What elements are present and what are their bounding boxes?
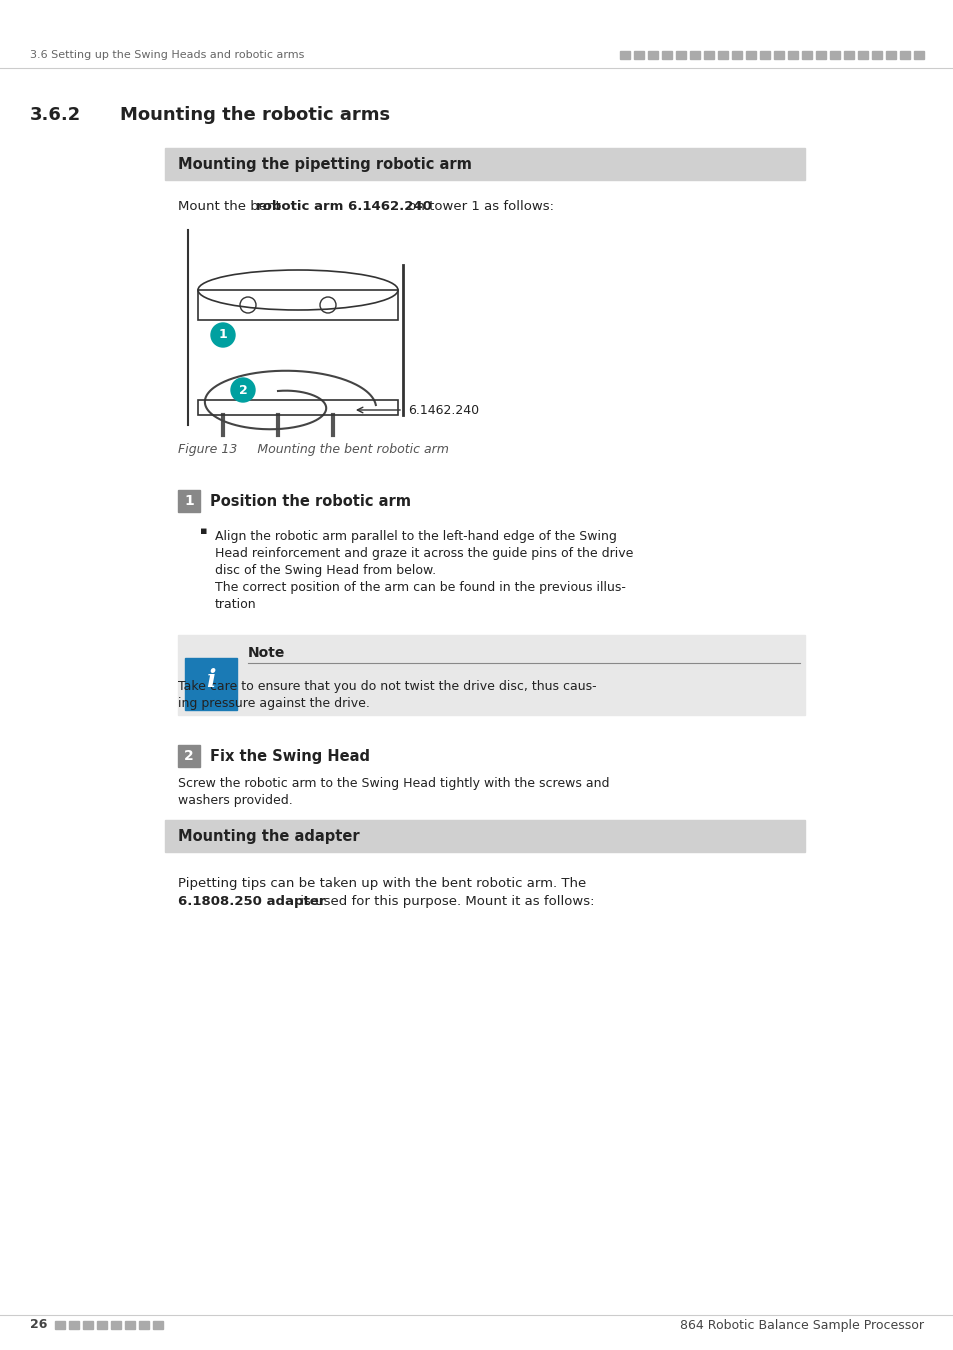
Text: Align the robotic arm parallel to the left-hand edge of the Swing: Align the robotic arm parallel to the le… [214, 531, 617, 543]
Circle shape [211, 323, 234, 347]
Text: Head reinforcement and graze it across the guide pins of the drive: Head reinforcement and graze it across t… [214, 547, 633, 560]
Text: Mounting the adapter: Mounting the adapter [178, 829, 359, 844]
Bar [69, 1322, 79, 1328]
Text: ing pressure against the drive.: ing pressure against the drive. [178, 697, 370, 710]
Bar [689, 51, 700, 59]
Text: 2: 2 [238, 383, 247, 397]
Bar [815, 51, 825, 59]
Text: Mount the bent: Mount the bent [178, 201, 285, 213]
Bar [83, 1322, 92, 1328]
Text: Pipetting tips can be taken up with the bent robotic arm. The: Pipetting tips can be taken up with the … [178, 878, 586, 890]
Bar [871, 51, 882, 59]
Bar [139, 1322, 149, 1328]
Text: washers provided.: washers provided. [178, 794, 293, 807]
Bar [55, 1322, 65, 1328]
Bar [178, 634, 804, 716]
Bar [885, 51, 895, 59]
Text: Screw the robotic arm to the Swing Head tightly with the screws and: Screw the robotic arm to the Swing Head … [178, 778, 609, 790]
Bar [773, 51, 783, 59]
Text: Mounting the pipetting robotic arm: Mounting the pipetting robotic arm [178, 157, 472, 171]
Text: 6.1462.240: 6.1462.240 [408, 404, 478, 417]
Bar [857, 51, 867, 59]
Bar [152, 1322, 163, 1328]
Bar [178, 490, 200, 512]
Bar [745, 51, 755, 59]
Text: robotic arm 6.1462.240: robotic arm 6.1462.240 [255, 201, 432, 213]
Bar [178, 745, 200, 767]
Bar [731, 51, 741, 59]
Bar [829, 51, 840, 59]
Text: Note: Note [248, 647, 285, 660]
Bar [111, 1322, 121, 1328]
Bar [760, 51, 769, 59]
Bar [165, 148, 804, 180]
Text: 26: 26 [30, 1319, 48, 1331]
Text: Mounting the robotic arms: Mounting the robotic arms [120, 107, 390, 124]
Bar [634, 51, 643, 59]
Text: tration: tration [214, 598, 256, 612]
Bar [165, 819, 804, 852]
Bar [619, 51, 629, 59]
Bar [676, 51, 685, 59]
Bar [198, 400, 397, 414]
Text: 3.6 Setting up the Swing Heads and robotic arms: 3.6 Setting up the Swing Heads and robot… [30, 50, 304, 59]
Bar [899, 51, 909, 59]
Bar [198, 290, 397, 320]
Text: i: i [206, 668, 215, 693]
Text: on tower 1 as follows:: on tower 1 as follows: [403, 201, 554, 213]
Text: 2: 2 [184, 749, 193, 763]
Text: 3.6.2: 3.6.2 [30, 107, 81, 124]
Bar [647, 51, 658, 59]
Text: The correct position of the arm can be found in the previous illus-: The correct position of the arm can be f… [214, 580, 625, 594]
Bar [125, 1322, 135, 1328]
Text: disc of the Swing Head from below.: disc of the Swing Head from below. [214, 564, 436, 576]
Text: Take care to ensure that you do not twist the drive disc, thus caus-: Take care to ensure that you do not twis… [178, 680, 596, 693]
Bar [185, 657, 236, 710]
Bar [661, 51, 671, 59]
Text: Position the robotic arm: Position the robotic arm [210, 494, 411, 509]
Text: Figure 13     Mounting the bent robotic arm: Figure 13 Mounting the bent robotic arm [178, 444, 449, 456]
Text: Fix the Swing Head: Fix the Swing Head [210, 748, 370, 764]
Bar [843, 51, 853, 59]
Bar [97, 1322, 107, 1328]
Circle shape [231, 378, 254, 402]
Bar [913, 51, 923, 59]
Text: 1: 1 [184, 494, 193, 508]
Bar [801, 51, 811, 59]
Bar [703, 51, 713, 59]
Bar [718, 51, 727, 59]
Text: ▪: ▪ [200, 526, 208, 536]
Bar [787, 51, 797, 59]
Text: 864 Robotic Balance Sample Processor: 864 Robotic Balance Sample Processor [679, 1319, 923, 1331]
Text: is used for this purpose. Mount it as follows:: is used for this purpose. Mount it as fo… [295, 895, 594, 909]
Text: 1: 1 [218, 328, 227, 342]
Text: 6.1808.250 adapter: 6.1808.250 adapter [178, 895, 325, 909]
